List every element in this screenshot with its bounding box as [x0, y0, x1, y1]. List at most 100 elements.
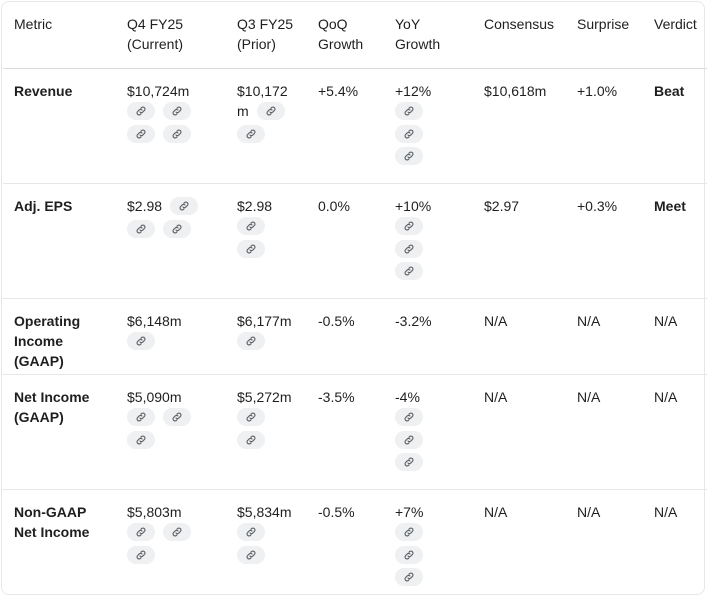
citation-chip[interactable]	[127, 124, 155, 143]
metric-label-line1: Net Income	[14, 389, 90, 405]
citation-chip[interactable]	[395, 545, 423, 564]
citation-chip[interactable]	[163, 523, 191, 542]
metric-cell: Revenue	[3, 68, 116, 184]
header-surprise: Surprise	[566, 2, 643, 69]
citation-chip[interactable]	[170, 197, 199, 216]
citation-chip[interactable]	[395, 124, 423, 143]
link-icon	[404, 412, 414, 422]
link-icon	[136, 224, 146, 234]
citation-chip[interactable]	[237, 332, 265, 351]
q4-cell: $5,803m	[116, 490, 226, 592]
citation-chip[interactable]	[163, 219, 191, 238]
consensus-cell: $2.97	[473, 183, 566, 299]
citation-chip[interactable]	[163, 124, 191, 143]
header-q3-line2: (Prior)	[237, 36, 276, 52]
metric-label-line3: (GAAP)	[14, 353, 64, 369]
citation-chip[interactable]	[395, 217, 423, 236]
qoq-cell: +5.4%	[307, 68, 384, 184]
citation-chip[interactable]	[237, 239, 265, 258]
citation-chip[interactable]	[127, 332, 155, 351]
q4-value: $10,724m	[127, 83, 190, 99]
citation-chip[interactable]	[395, 452, 423, 471]
citation-chip[interactable]	[395, 102, 423, 121]
citation-chip[interactable]	[237, 124, 265, 143]
header-yoy-line1: YoY	[395, 16, 421, 32]
link-icon	[136, 527, 146, 537]
header-qoq: QoQ Growth	[307, 2, 384, 69]
citation-chip[interactable]	[395, 239, 423, 258]
verdict-value: N/A	[654, 504, 678, 520]
citation-chip[interactable]	[395, 430, 423, 449]
link-icon	[136, 435, 146, 445]
yoy-cell: -4%	[384, 374, 473, 490]
link-icon	[246, 435, 256, 445]
qoq-value: 0.0%	[318, 198, 350, 214]
citation-chip[interactable]	[237, 523, 265, 542]
citation-chip[interactable]	[395, 567, 423, 586]
q4-value: $5,803m	[127, 504, 182, 520]
table-row: Adj. EPS $2.98 $2.98 0.0% +10% $2.97 +0.…	[3, 183, 707, 299]
q4-cell: $5,090m	[116, 374, 226, 490]
citation-chip[interactable]	[127, 102, 155, 121]
table-row: Net Income (GAAP) $5,090m $5,272m -3.5% -…	[3, 374, 707, 490]
verdict-value: Beat	[654, 83, 685, 99]
verdict-value: N/A	[654, 313, 678, 329]
qoq-value: -3.5%	[318, 389, 355, 405]
yoy-value: +12%	[395, 83, 432, 99]
qoq-cell: -0.5%	[307, 298, 384, 375]
q3-value: $6,177m	[237, 313, 292, 329]
link-icon	[404, 266, 414, 276]
q4-value: $5,090m	[127, 389, 182, 405]
header-q4-line1: Q4 FY25	[127, 16, 184, 32]
metric-label-line2: Net Income	[14, 524, 90, 540]
q4-cell: $6,148m	[116, 298, 226, 375]
link-icon	[179, 201, 189, 211]
citation-chip[interactable]	[256, 102, 285, 121]
citation-chip[interactable]	[237, 217, 265, 236]
consensus-value: N/A	[484, 389, 508, 405]
link-icon	[404, 129, 414, 139]
metric-label: Adj. EPS	[14, 198, 73, 214]
citation-chip[interactable]	[395, 146, 423, 165]
citation-chip[interactable]	[395, 523, 423, 542]
surprise-value: N/A	[577, 313, 601, 329]
citation-chip[interactable]	[163, 408, 191, 427]
link-icon	[404, 244, 414, 254]
citation-chip[interactable]	[237, 545, 265, 564]
header-consensus-label: Consensus	[484, 16, 555, 32]
link-icon	[246, 336, 256, 346]
q3-value: $2.98	[237, 198, 273, 214]
q3-cell: $10,172 m	[226, 68, 307, 184]
link-icon	[404, 550, 414, 560]
citation-chip[interactable]	[163, 102, 191, 121]
q4-cell: $10,724m	[116, 68, 226, 184]
verdict-cell: Beat	[643, 68, 707, 184]
citation-chip[interactable]	[395, 261, 423, 280]
surprise-cell: +1.0%	[566, 68, 643, 184]
citation-chip[interactable]	[395, 408, 423, 427]
header-yoy-line2: Growth	[395, 36, 441, 52]
table-row: Revenue $10,724m $10,172 m +5.4% +12% $10…	[3, 68, 707, 184]
link-icon	[404, 435, 414, 445]
citation-chip[interactable]	[127, 430, 155, 449]
header-verdict: Verdict	[643, 2, 707, 69]
header-surprise-label: Surprise	[577, 16, 630, 32]
citation-chip[interactable]	[127, 523, 155, 542]
header-metric-label: Metric	[14, 16, 53, 32]
yoy-cell: -3.2%	[384, 298, 473, 375]
header-qoq-line1: QoQ	[318, 16, 348, 32]
verdict-value: N/A	[654, 389, 678, 405]
citation-chip[interactable]	[237, 408, 265, 427]
surprise-value: +1.0%	[577, 83, 618, 99]
yoy-cell: +7%	[384, 490, 473, 592]
header-verdict-label: Verdict	[654, 16, 697, 32]
metric-cell: Non-GAAP Net Income	[3, 490, 116, 592]
verdict-cell: N/A	[643, 490, 707, 592]
citation-chip[interactable]	[127, 219, 155, 238]
link-icon	[404, 572, 414, 582]
citation-chip[interactable]	[127, 408, 155, 427]
citation-chip[interactable]	[127, 545, 155, 564]
citation-chip[interactable]	[237, 430, 265, 449]
link-icon	[404, 527, 414, 537]
